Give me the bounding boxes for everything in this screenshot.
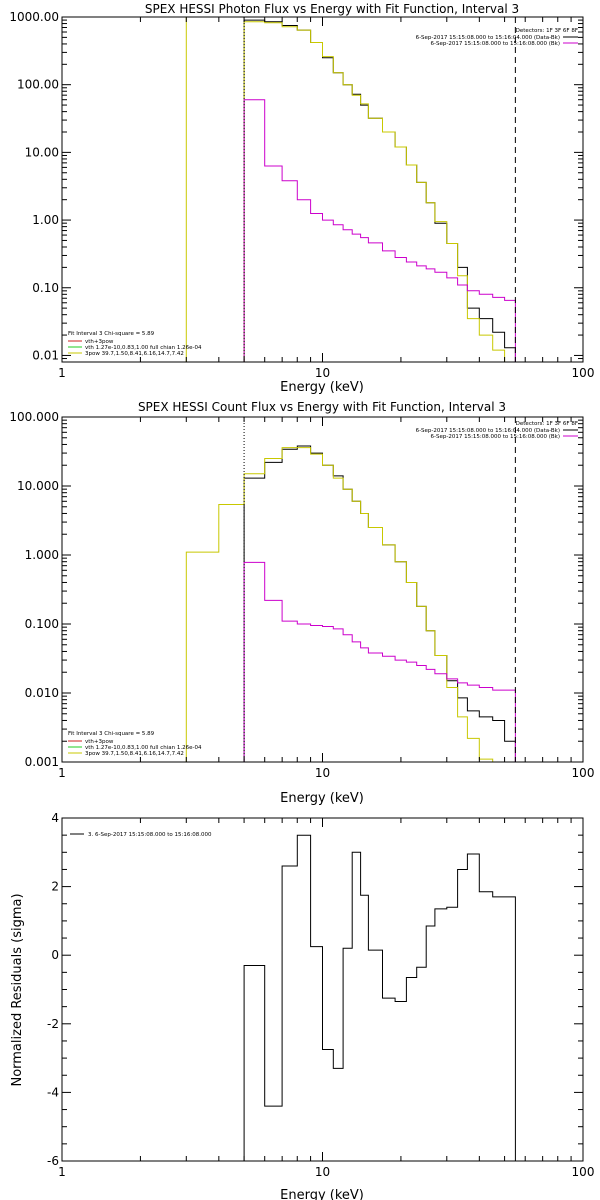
photon-series-2-line xyxy=(243,99,516,362)
count-axis-ticks: 1 10 100 0.001 0.010 0.100 1.000 10.000 100.000 xyxy=(9,410,594,780)
photon-x-tick-label: 1 xyxy=(58,366,66,380)
photon-series-0-line xyxy=(243,19,516,362)
count-fit-info: Fit Interval 3 Chi-square = 5.89 xyxy=(68,731,155,737)
count-y-tick-label: 0.001 xyxy=(25,755,59,769)
residuals-y-tick-label: -4 xyxy=(47,1085,59,1099)
photon-y-tick-label: 1000.00 xyxy=(9,10,59,24)
photon-markers xyxy=(185,17,516,362)
count-y-tick-label: 1.000 xyxy=(25,548,59,562)
photon-legend-bottomleft: Fit Interval 3 Chi-square = 5.89 vth+3po… xyxy=(68,331,202,357)
residuals-x-tick-label: 1 xyxy=(58,1165,66,1179)
count-fit-model: vth+3pow xyxy=(85,739,114,745)
count-series-group xyxy=(185,445,516,762)
count-legend-topright: Detectors: 1F 3F 6F 8F 6-Sep-2017 15:15:… xyxy=(416,421,578,440)
count-flux-chart: SPEX HESSI Count Flux vs Energy with Fit… xyxy=(9,400,594,806)
photon-fit-info: Fit Interval 3 Chi-square = 5.89 xyxy=(68,331,155,337)
residuals-chart: 1 10 100 -6 -4 -2 0 2 4 Energy (keV) Normalized … xyxy=(10,811,594,1200)
count-y-tick-label: 100.000 xyxy=(9,410,59,424)
residuals-legend-text: 3. 6-Sep-2017 15:15:08.000 to 15:16:08.0… xyxy=(88,832,212,838)
count-x-axis-label: Energy (keV) xyxy=(280,791,364,806)
photon-flux-chart: SPEX HESSI Photon Flux vs Energy with Fi… xyxy=(9,2,594,395)
count-legend-bottomleft: Fit Interval 3 Chi-square = 5.89 vth+3po… xyxy=(68,731,202,757)
residuals-x-axis-label: Energy (keV) xyxy=(280,1188,364,1200)
count-series-2-line xyxy=(243,561,516,762)
residuals-y-tick-label: -6 xyxy=(47,1154,59,1168)
residuals-y-axis-label: Normalized Residuals (sigma) xyxy=(10,893,25,1086)
photon-legend-topright: Detectors: 1F 3F 6F 8F 6-Sep-2017 15:15:… xyxy=(416,28,578,47)
count-chart-title: SPEX HESSI Count Flux vs Energy with Fit… xyxy=(138,400,506,414)
photon-y-tick-label: 10.00 xyxy=(25,145,59,159)
count-x-tick-label: 10 xyxy=(315,766,330,780)
count-legend-detectors: Detectors: 1F 3F 6F 8F xyxy=(516,421,578,427)
count-legend-data: 6-Sep-2017 15:15:08.000 to 15:16:04.000 … xyxy=(416,428,560,434)
residuals-series-group xyxy=(243,834,516,1161)
photon-y-tick-label: 0.10 xyxy=(32,281,59,295)
count-y-tick-label: 0.100 xyxy=(25,617,59,631)
count-plot-frame xyxy=(61,416,584,763)
count-legend-bk: 6-Sep-2017 15:15:08.000 to 15:16:08.000 … xyxy=(431,434,561,440)
photon-fit-model: vth+3pow xyxy=(85,339,114,345)
count-series-0-line xyxy=(243,445,516,762)
photon-series-group xyxy=(243,19,516,363)
residuals-y-tick-label: 0 xyxy=(51,948,59,962)
photon-x-tick-label: 10 xyxy=(315,366,330,380)
residuals-y-tick-label: -2 xyxy=(47,1017,59,1031)
residuals-series-0-line xyxy=(243,834,516,1161)
residuals-y-tick-label: 4 xyxy=(51,811,59,825)
photon-series-1-line xyxy=(243,21,516,363)
photon-fit-vth: vth 1.27e-10,0.83,1.00 full chian 1.26e-… xyxy=(85,345,202,351)
residuals-x-tick-label: 100 xyxy=(572,1165,595,1179)
photon-fit-3pow: 3pow 39.7,1.50,8.41,6.16,14.7,7.42 xyxy=(85,351,184,357)
photon-chart-title: SPEX HESSI Photon Flux vs Energy with Fi… xyxy=(145,2,519,16)
photon-plot-frame xyxy=(61,16,584,363)
photon-legend-data: 6-Sep-2017 15:15:08.000 to 15:16:04.000 … xyxy=(416,35,560,41)
photon-y-tick-label: 1.00 xyxy=(32,213,59,227)
count-x-tick-label: 100 xyxy=(572,766,595,780)
count-markers xyxy=(243,417,516,762)
photon-y-tick-label: 100.00 xyxy=(17,78,59,92)
photon-y-tick-label: 0.01 xyxy=(32,348,59,362)
photon-x-axis-label: Energy (keV) xyxy=(280,380,364,395)
count-y-tick-label: 0.010 xyxy=(25,686,59,700)
photon-legend-detectors: Detectors: 1F 3F 6F 8F xyxy=(516,28,578,34)
count-x-tick-label: 1 xyxy=(58,766,66,780)
photon-legend-bk: 6-Sep-2017 15:15:08.000 to 15:16:08.000 … xyxy=(431,41,561,47)
count-fit-vth: vth 1.27e-10,0.83,1.00 full chian 1.26e-… xyxy=(85,745,202,751)
photon-x-tick-label: 100 xyxy=(572,366,595,380)
count-series-1-line xyxy=(185,447,494,762)
residuals-y-tick-label: 2 xyxy=(51,880,59,894)
residuals-axis-ticks: 1 10 100 -6 -4 -2 0 2 4 xyxy=(47,811,594,1179)
photon-axis-ticks: 1 10 100 0.01 0.10 1.00 10.00 100.00 1000.00 xyxy=(9,10,594,380)
count-y-tick-label: 10.000 xyxy=(17,479,59,493)
count-fit-3pow: 3pow 39.7,1.50,8.41,6.16,14.7,7.42 xyxy=(85,751,184,757)
residuals-x-tick-label: 10 xyxy=(315,1165,330,1179)
